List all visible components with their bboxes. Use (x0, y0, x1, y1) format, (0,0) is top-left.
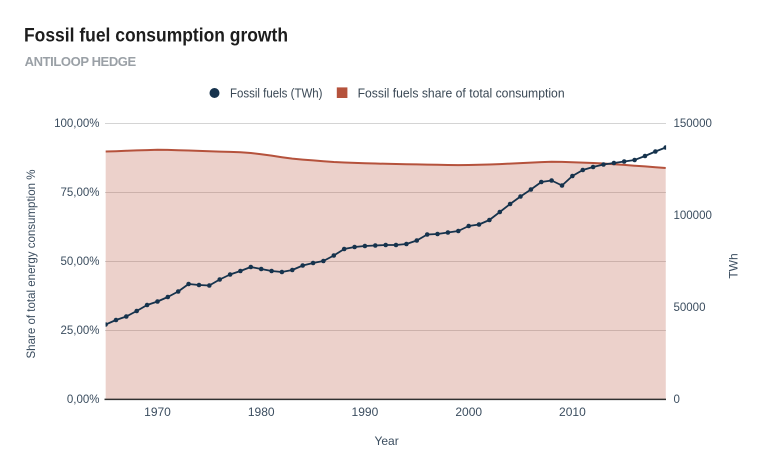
svg-text:2010: 2010 (559, 405, 586, 419)
svg-text:Year: Year (374, 434, 398, 448)
svg-text:2000: 2000 (455, 405, 482, 419)
svg-text:Fossil fuels (TWh): Fossil fuels (TWh) (230, 86, 323, 100)
svg-text:ANTILOOP HEDGE: ANTILOOP HEDGE (25, 54, 137, 69)
svg-text:75,00%: 75,00% (60, 187, 99, 199)
svg-text:Share of total energy consumpt: Share of total energy consumption % (24, 169, 38, 358)
svg-text:0,00%: 0,00% (67, 394, 100, 406)
svg-text:Fossil fuel consumption growth: Fossil fuel consumption growth (24, 25, 288, 46)
svg-text:150000: 150000 (674, 118, 712, 130)
svg-text:25,00%: 25,00% (60, 325, 99, 337)
svg-text:50000: 50000 (674, 302, 706, 314)
svg-text:TWh: TWh (726, 253, 740, 278)
svg-text:100,00%: 100,00% (54, 118, 99, 130)
svg-text:1970: 1970 (144, 405, 171, 419)
svg-text:50,00%: 50,00% (60, 256, 99, 268)
svg-text:Fossil fuels share of total co: Fossil fuels share of total consumption (358, 86, 565, 100)
svg-text:0: 0 (674, 394, 680, 406)
svg-text:1990: 1990 (352, 405, 379, 419)
svg-text:100000: 100000 (674, 210, 712, 222)
svg-text:1980: 1980 (248, 405, 275, 419)
